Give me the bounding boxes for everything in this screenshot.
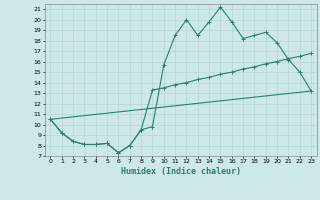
X-axis label: Humidex (Indice chaleur): Humidex (Indice chaleur) bbox=[121, 167, 241, 176]
